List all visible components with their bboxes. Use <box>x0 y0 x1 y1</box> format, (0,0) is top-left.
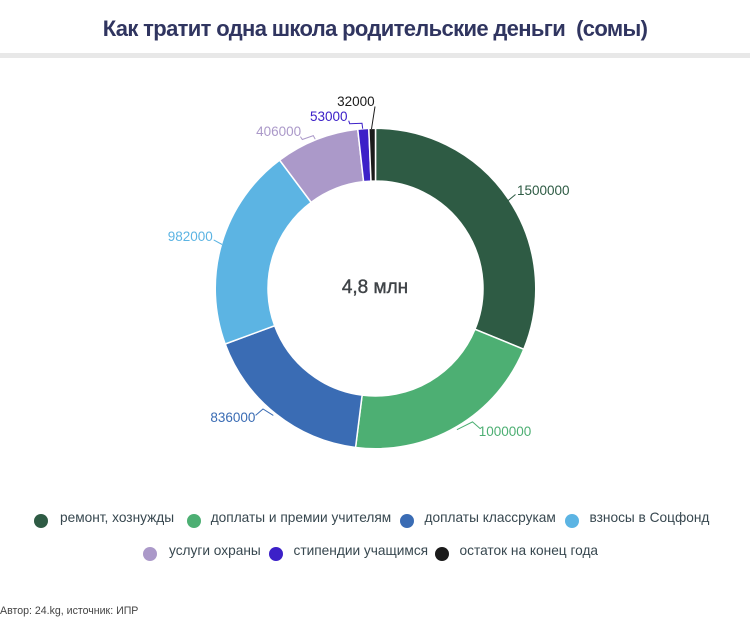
svg-text:1000000: 1000000 <box>479 424 532 439</box>
svg-text:406000: 406000 <box>256 124 301 139</box>
svg-text:32000: 32000 <box>337 94 375 109</box>
svg-text:53000: 53000 <box>310 109 348 124</box>
svg-text:982000: 982000 <box>168 229 213 244</box>
svg-text:836000: 836000 <box>210 410 255 425</box>
svg-text:1500000: 1500000 <box>517 183 570 198</box>
